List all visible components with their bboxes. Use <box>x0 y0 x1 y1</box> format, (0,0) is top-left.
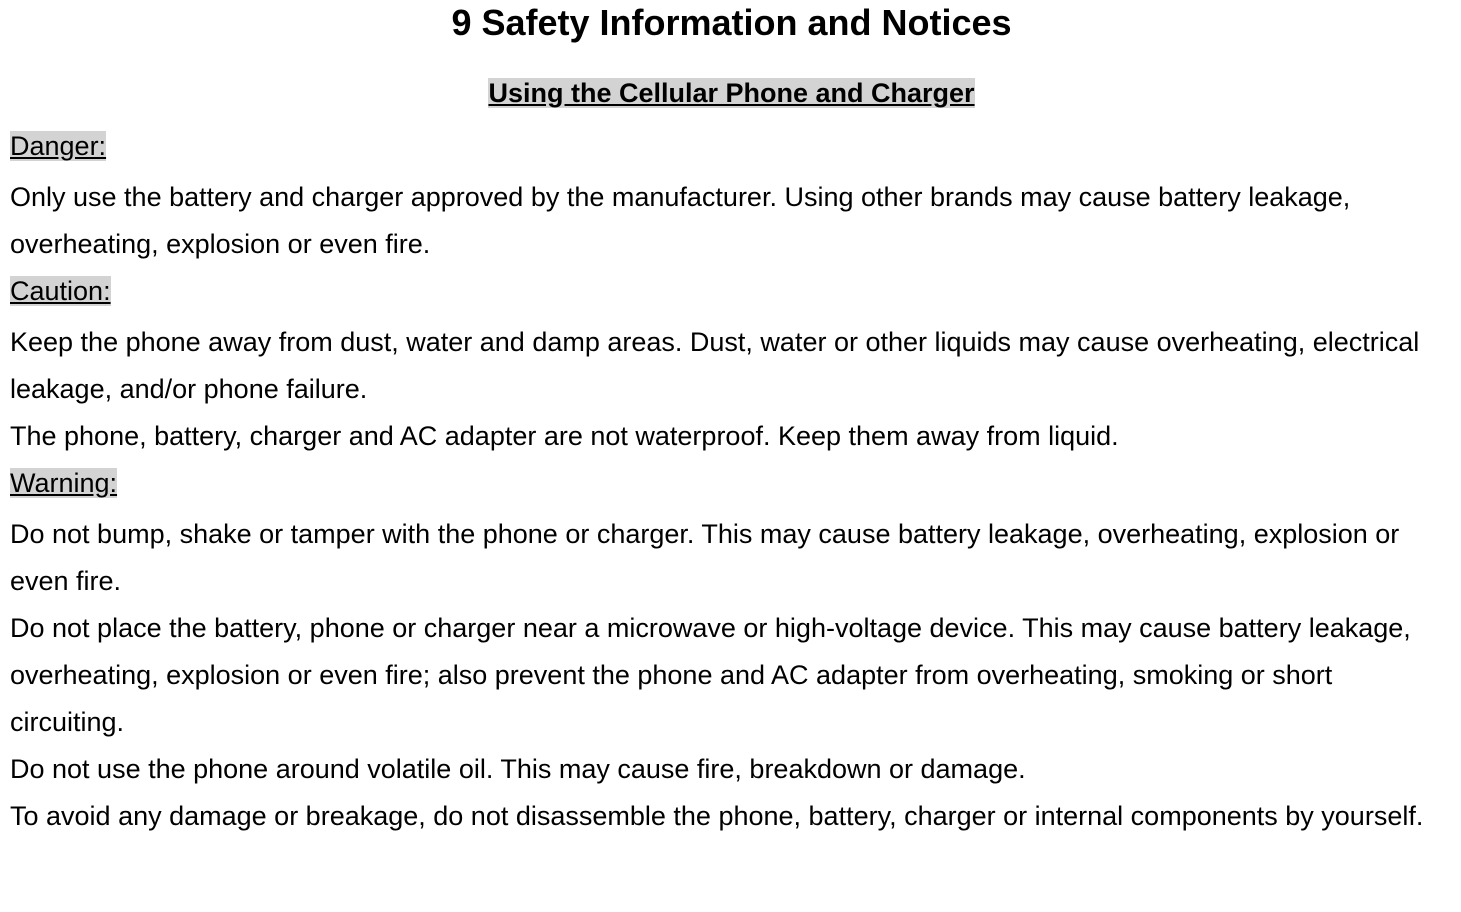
document-page: 9 Safety Information and Notices Using t… <box>0 2 1461 840</box>
caution-label-row: Caution: <box>10 268 1453 319</box>
danger-label-row: Danger: <box>10 123 1453 174</box>
danger-label: Danger: <box>10 131 106 161</box>
chapter-title: 9 Safety Information and Notices <box>10 2 1453 44</box>
caution-paragraph-2: The phone, battery, charger and AC adapt… <box>10 413 1453 460</box>
caution-paragraph-1: Keep the phone away from dust, water and… <box>10 319 1453 413</box>
warning-paragraph-3: Do not use the phone around volatile oil… <box>10 746 1453 793</box>
subtitle-row: Using the Cellular Phone and Charger <box>10 78 1453 109</box>
warning-label-row: Warning: <box>10 460 1453 511</box>
warning-label: Warning: <box>10 468 117 498</box>
warning-paragraph-4: To avoid any damage or breakage, do not … <box>10 793 1453 840</box>
caution-label: Caution: <box>10 276 111 306</box>
warning-paragraph-2: Do not place the battery, phone or charg… <box>10 605 1453 746</box>
danger-paragraph-1: Only use the battery and charger approve… <box>10 174 1453 268</box>
warning-paragraph-1: Do not bump, shake or tamper with the ph… <box>10 511 1453 605</box>
section-subtitle: Using the Cellular Phone and Charger <box>488 78 974 108</box>
